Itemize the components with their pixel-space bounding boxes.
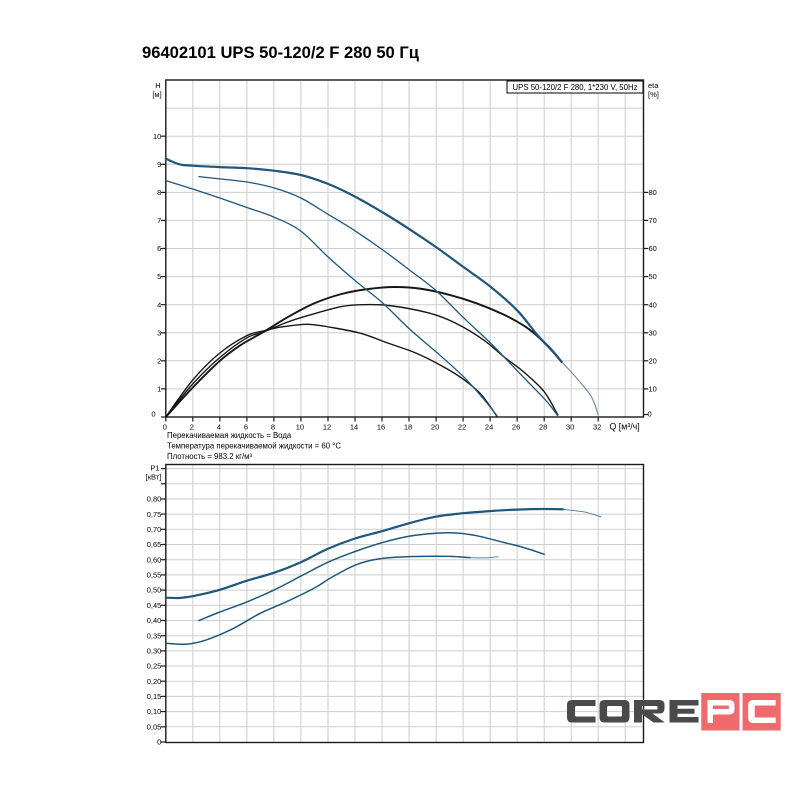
svg-text:Перекачиваемая жидкость = Вода: Перекачиваемая жидкость = Вода bbox=[167, 431, 292, 440]
svg-text:P1: P1 bbox=[150, 464, 159, 473]
svg-text:0,65: 0,65 bbox=[147, 540, 162, 549]
svg-text:20: 20 bbox=[649, 356, 657, 365]
svg-text:30: 30 bbox=[649, 328, 657, 337]
svg-text:0,10: 0,10 bbox=[147, 707, 162, 716]
svg-text:0,80: 0,80 bbox=[147, 495, 162, 504]
svg-text:96402101 UPS 50-120/2 F 280 50: 96402101 UPS 50-120/2 F 280 50 Гц bbox=[142, 43, 420, 62]
svg-text:Плотность = 983.2 кг/м³: Плотность = 983.2 кг/м³ bbox=[167, 452, 252, 461]
svg-text:0,30: 0,30 bbox=[147, 647, 162, 656]
svg-text:6: 6 bbox=[157, 244, 161, 253]
svg-text:10: 10 bbox=[296, 423, 304, 432]
svg-text:4: 4 bbox=[217, 423, 221, 432]
svg-text:0: 0 bbox=[151, 410, 155, 419]
svg-text:0,75: 0,75 bbox=[147, 510, 162, 519]
svg-text:Q [м³/ч]: Q [м³/ч] bbox=[610, 422, 640, 432]
svg-text:0,15: 0,15 bbox=[147, 692, 162, 701]
svg-text:28: 28 bbox=[539, 423, 547, 432]
svg-text:0,05: 0,05 bbox=[147, 722, 162, 731]
svg-text:5: 5 bbox=[157, 272, 161, 281]
svg-text:[кВт]: [кВт] bbox=[146, 473, 162, 482]
svg-text:20: 20 bbox=[431, 423, 439, 432]
svg-text:50: 50 bbox=[649, 272, 657, 281]
svg-text:24: 24 bbox=[485, 423, 493, 432]
svg-text:9: 9 bbox=[157, 160, 161, 169]
svg-text:0,35: 0,35 bbox=[147, 631, 162, 640]
svg-text:7: 7 bbox=[157, 216, 161, 225]
svg-text:0,25: 0,25 bbox=[147, 662, 162, 671]
svg-text:40: 40 bbox=[649, 300, 657, 309]
svg-text:0,55: 0,55 bbox=[147, 571, 162, 580]
svg-text:18: 18 bbox=[404, 423, 412, 432]
svg-text:10: 10 bbox=[153, 132, 161, 141]
svg-text:2: 2 bbox=[190, 423, 194, 432]
svg-text:[м]: [м] bbox=[152, 90, 161, 99]
svg-text:0: 0 bbox=[157, 738, 161, 747]
svg-text:6: 6 bbox=[244, 423, 248, 432]
svg-text:0,50: 0,50 bbox=[147, 586, 162, 595]
svg-text:60: 60 bbox=[649, 244, 657, 253]
svg-text:16: 16 bbox=[377, 423, 385, 432]
svg-text:32: 32 bbox=[593, 423, 601, 432]
svg-text:Температура перекачиваемой жид: Температура перекачиваемой жидкости = 60… bbox=[167, 442, 341, 451]
svg-text:1: 1 bbox=[157, 385, 161, 394]
svg-text:14: 14 bbox=[350, 423, 358, 432]
svg-text:0: 0 bbox=[163, 423, 167, 432]
svg-text:0,45: 0,45 bbox=[147, 601, 162, 610]
svg-text:0: 0 bbox=[648, 410, 652, 419]
svg-text:22: 22 bbox=[458, 423, 466, 432]
svg-text:UPS 50-120/2 F 280, 1*230 V, 5: UPS 50-120/2 F 280, 1*230 V, 50Hz bbox=[513, 83, 638, 92]
svg-text:8: 8 bbox=[157, 188, 161, 197]
svg-text:[%]: [%] bbox=[648, 90, 659, 99]
svg-text:8: 8 bbox=[271, 423, 275, 432]
svg-text:eta: eta bbox=[648, 81, 659, 90]
svg-text:4: 4 bbox=[157, 300, 161, 309]
svg-text:80: 80 bbox=[649, 188, 657, 197]
svg-text:0,60: 0,60 bbox=[147, 555, 162, 564]
svg-text:26: 26 bbox=[512, 423, 520, 432]
svg-text:H: H bbox=[155, 81, 160, 90]
svg-text:30: 30 bbox=[566, 423, 574, 432]
svg-text:0,20: 0,20 bbox=[147, 677, 162, 686]
svg-text:3: 3 bbox=[157, 328, 161, 337]
svg-text:0,40: 0,40 bbox=[147, 616, 162, 625]
svg-text:0,70: 0,70 bbox=[147, 525, 162, 534]
svg-text:2: 2 bbox=[157, 356, 161, 365]
svg-text:12: 12 bbox=[323, 423, 331, 432]
svg-text:10: 10 bbox=[649, 385, 657, 394]
svg-text:70: 70 bbox=[649, 216, 657, 225]
